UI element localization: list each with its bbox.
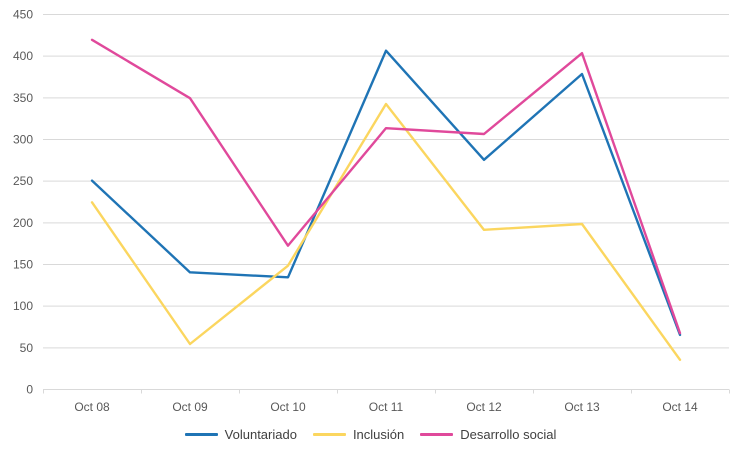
y-axis-tick-label: 250 xyxy=(13,174,33,188)
y-axis-tick-label: 350 xyxy=(13,91,33,105)
legend-swatch-inclusion xyxy=(312,433,346,436)
legend-label: Voluntariado xyxy=(224,427,297,442)
legend-item-voluntariado[interactable]: Voluntariado xyxy=(184,427,297,442)
y-axis-tick-label: 50 xyxy=(20,341,34,355)
x-axis-tick-label: Oct 14 xyxy=(662,400,698,414)
legend: Voluntariado Inclusión Desarrollo social xyxy=(0,428,741,441)
legend-label: Desarrollo social xyxy=(460,427,557,442)
series-line-inclusion xyxy=(90,102,682,362)
x-axis-tick-label: Oct 11 xyxy=(369,400,404,414)
x-axis-tick-label: Oct 12 xyxy=(466,400,502,414)
legend-item-desarrollo-social[interactable]: Desarrollo social xyxy=(420,428,556,441)
y-axis-tick-label: 100 xyxy=(13,299,33,313)
series-line-desarrollo-social xyxy=(90,38,682,335)
legend-swatch-voluntariado xyxy=(184,433,218,436)
y-axis-tick-label: 400 xyxy=(13,49,33,63)
legend-item-inclusion[interactable]: Inclusión xyxy=(312,427,405,442)
plot-area: 0 50 100 150 200 250 300 350 400 450 Oct 08 Oct 09 O… xyxy=(13,8,730,414)
x-axis-tick-label: Oct 08 xyxy=(74,400,110,414)
x-axis-tick-label: Oct 09 xyxy=(172,400,208,414)
series-line-voluntariado xyxy=(90,49,682,337)
x-axis-tick-label: Oct 13 xyxy=(564,400,600,414)
y-axis-tick-label: 300 xyxy=(13,133,33,147)
y-axis-tick-label: 450 xyxy=(13,8,33,22)
y-axis-tick-label: 200 xyxy=(13,216,33,230)
legend-swatch-desarrollo-social xyxy=(420,433,454,436)
y-axis-tick-label: 150 xyxy=(13,258,33,272)
x-axis-tick-label: Oct 10 xyxy=(270,400,306,414)
y-axis-tick-label: 0 xyxy=(26,383,33,397)
legend-label: Inclusión xyxy=(352,427,405,442)
